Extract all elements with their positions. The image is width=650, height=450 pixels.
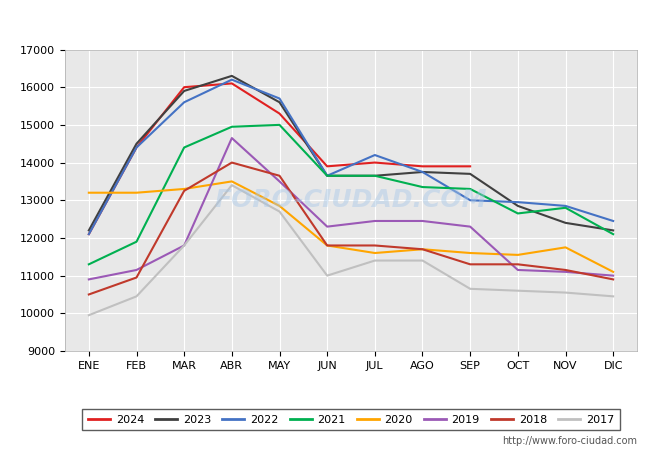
Text: FORO-CIUDAD.COM: FORO-CIUDAD.COM	[214, 188, 488, 212]
Text: Afiliados en Lepe a 30/9/2024: Afiliados en Lepe a 30/9/2024	[190, 14, 460, 33]
Text: http://www.foro-ciudad.com: http://www.foro-ciudad.com	[502, 436, 637, 446]
Legend: 2024, 2023, 2022, 2021, 2020, 2019, 2018, 2017: 2024, 2023, 2022, 2021, 2020, 2019, 2018…	[83, 410, 619, 431]
